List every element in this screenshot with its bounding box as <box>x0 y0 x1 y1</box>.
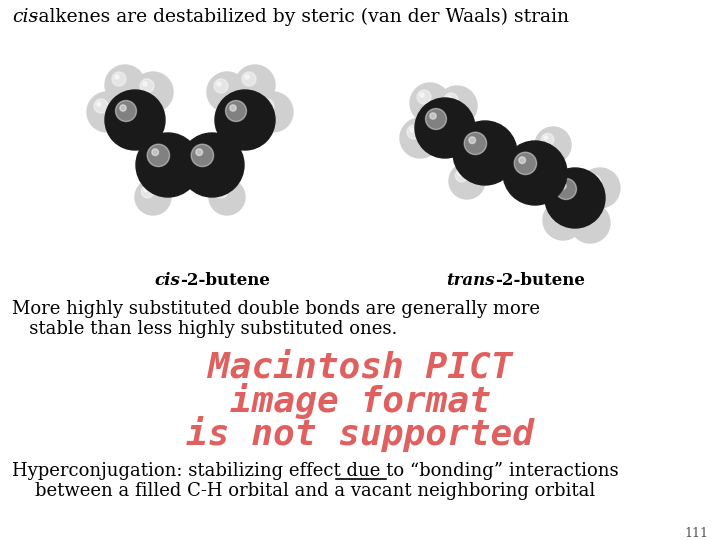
Text: cis: cis <box>12 8 38 26</box>
Ellipse shape <box>112 72 126 86</box>
Ellipse shape <box>410 128 414 132</box>
Ellipse shape <box>215 90 275 150</box>
Ellipse shape <box>580 213 584 217</box>
Ellipse shape <box>543 200 583 240</box>
Ellipse shape <box>263 102 267 106</box>
Ellipse shape <box>218 188 222 192</box>
Ellipse shape <box>535 127 571 163</box>
Ellipse shape <box>458 172 462 176</box>
Ellipse shape <box>420 93 424 97</box>
Ellipse shape <box>553 210 557 214</box>
Text: -2-butene: -2-butene <box>180 272 270 289</box>
Text: between a filled C-H orbital and a vacant neighboring orbital: between a filled C-H orbital and a vacan… <box>12 482 595 500</box>
Ellipse shape <box>444 93 458 107</box>
Ellipse shape <box>235 65 275 105</box>
Ellipse shape <box>410 83 450 123</box>
Ellipse shape <box>115 75 119 79</box>
Text: Hyperconjugation: stabilizing effect due to “bonding” interactions: Hyperconjugation: stabilizing effect due… <box>12 462 618 480</box>
Ellipse shape <box>519 157 526 164</box>
Ellipse shape <box>136 133 200 197</box>
Text: -2-butene: -2-butene <box>495 272 585 289</box>
Ellipse shape <box>105 65 145 105</box>
Ellipse shape <box>209 179 245 215</box>
Ellipse shape <box>214 79 228 93</box>
Text: is not supported: is not supported <box>186 416 534 452</box>
Ellipse shape <box>196 149 202 156</box>
Ellipse shape <box>455 170 468 182</box>
Ellipse shape <box>192 144 214 167</box>
Ellipse shape <box>207 72 247 112</box>
Ellipse shape <box>94 99 108 113</box>
Ellipse shape <box>437 86 477 126</box>
Ellipse shape <box>260 99 274 113</box>
Text: trans: trans <box>446 272 495 289</box>
Ellipse shape <box>144 188 148 192</box>
Text: -alkenes are destabilized by steric (van der Waals) strain: -alkenes are destabilized by steric (van… <box>32 8 569 26</box>
Ellipse shape <box>230 105 236 111</box>
Ellipse shape <box>577 210 591 224</box>
Ellipse shape <box>447 96 451 100</box>
Ellipse shape <box>225 100 246 122</box>
Ellipse shape <box>400 118 440 158</box>
Ellipse shape <box>514 152 536 174</box>
Text: cis: cis <box>154 272 180 289</box>
Ellipse shape <box>415 98 475 158</box>
Ellipse shape <box>87 92 127 132</box>
Ellipse shape <box>453 121 517 185</box>
Ellipse shape <box>503 141 567 205</box>
Ellipse shape <box>180 133 244 197</box>
Ellipse shape <box>469 137 475 144</box>
Ellipse shape <box>545 168 605 228</box>
Ellipse shape <box>550 207 564 221</box>
Ellipse shape <box>590 178 594 182</box>
Text: image format: image format <box>230 383 490 419</box>
Ellipse shape <box>544 136 548 140</box>
Text: stable than less highly substituted ones.: stable than less highly substituted ones… <box>12 320 397 338</box>
Ellipse shape <box>217 82 221 86</box>
Ellipse shape <box>141 185 154 198</box>
Ellipse shape <box>140 79 154 93</box>
Ellipse shape <box>120 105 126 111</box>
Ellipse shape <box>560 183 566 189</box>
Ellipse shape <box>580 168 620 208</box>
Ellipse shape <box>253 92 293 132</box>
Ellipse shape <box>570 203 610 243</box>
Ellipse shape <box>541 133 554 146</box>
Ellipse shape <box>426 109 446 130</box>
Text: More highly substituted double bonds are generally more: More highly substituted double bonds are… <box>12 300 540 318</box>
Ellipse shape <box>135 179 171 215</box>
Text: Macintosh PICT: Macintosh PICT <box>208 350 512 384</box>
Ellipse shape <box>407 125 421 139</box>
Ellipse shape <box>97 102 101 106</box>
Ellipse shape <box>430 113 436 119</box>
Ellipse shape <box>152 149 158 156</box>
Ellipse shape <box>556 179 577 199</box>
Ellipse shape <box>245 75 249 79</box>
Ellipse shape <box>242 72 256 86</box>
Ellipse shape <box>587 175 601 189</box>
Ellipse shape <box>115 100 137 122</box>
Ellipse shape <box>215 185 228 198</box>
Text: 111: 111 <box>684 527 708 540</box>
Ellipse shape <box>464 132 487 154</box>
Ellipse shape <box>133 72 173 112</box>
Ellipse shape <box>105 90 165 150</box>
Ellipse shape <box>449 163 485 199</box>
Ellipse shape <box>417 90 431 104</box>
Ellipse shape <box>143 82 147 86</box>
Ellipse shape <box>147 144 170 167</box>
